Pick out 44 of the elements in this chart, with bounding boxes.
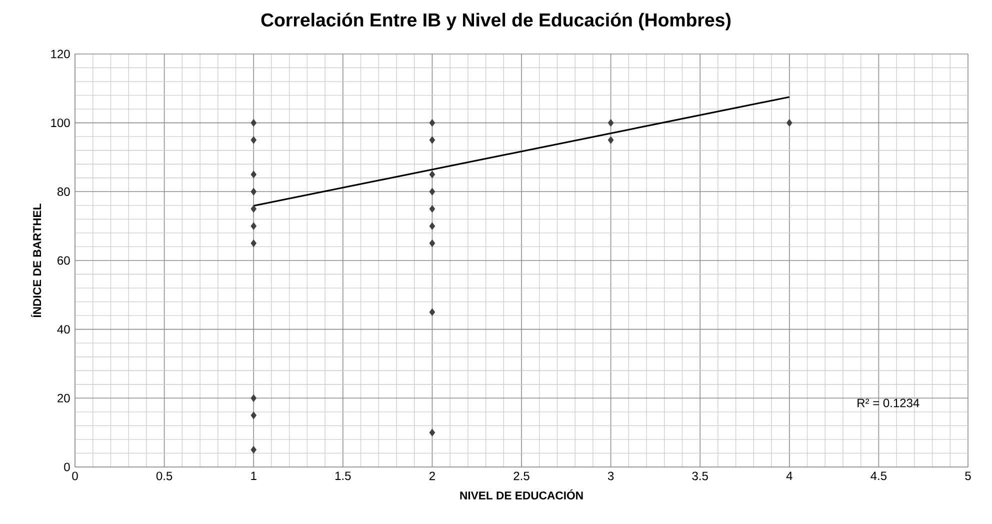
x-tick-label: 4.5 — [870, 472, 887, 480]
point — [250, 119, 256, 127]
point — [250, 136, 256, 144]
x-tick-label: 1 — [251, 472, 256, 480]
point — [250, 446, 256, 454]
y-tick-label: 100 — [51, 118, 70, 128]
point — [250, 222, 256, 230]
point — [250, 205, 256, 213]
point — [429, 308, 436, 316]
x-tick-label: 5 — [965, 472, 971, 480]
point — [429, 170, 436, 178]
point — [608, 119, 614, 127]
y-tick-label: 60 — [58, 256, 70, 265]
point — [429, 222, 436, 230]
point — [250, 240, 256, 248]
y-tick-label: 40 — [57, 325, 70, 334]
y-axis-title: ÍNDICE DE BARTHEL — [30, 204, 42, 318]
point — [786, 119, 792, 127]
point — [429, 428, 436, 436]
x-tick-label: 0.5 — [156, 472, 172, 480]
x-tick-label: 3.5 — [692, 472, 708, 480]
point — [250, 394, 256, 402]
chart-title: Correlación Entre IB y Nivel de Educación (Hombres) — [261, 12, 731, 30]
y-tick-label: 20 — [58, 394, 70, 402]
x-tick-label: 3 — [608, 472, 614, 480]
y-tick-label: 120 — [51, 50, 70, 58]
point — [250, 170, 256, 178]
point — [429, 240, 436, 248]
x-tick-label: 0 — [72, 472, 78, 480]
point — [429, 136, 436, 144]
x-tick-label: 1.5 — [335, 472, 351, 480]
point — [608, 136, 614, 144]
point — [429, 119, 436, 127]
annotation: R² = 0.1234 — [858, 398, 920, 408]
point — [429, 188, 436, 196]
x-tick-label: 4 — [786, 472, 792, 480]
y-tick-label: 80 — [57, 187, 70, 196]
x-tick-label: 2.5 — [514, 472, 530, 480]
x-axis-title: NIVEL DE EDUCACIÓN — [460, 489, 583, 500]
point — [429, 205, 436, 213]
x-tick-label: 2 — [429, 472, 435, 480]
point — [250, 412, 256, 420]
point — [250, 188, 256, 196]
y-tick-label: 0 — [64, 462, 70, 472]
